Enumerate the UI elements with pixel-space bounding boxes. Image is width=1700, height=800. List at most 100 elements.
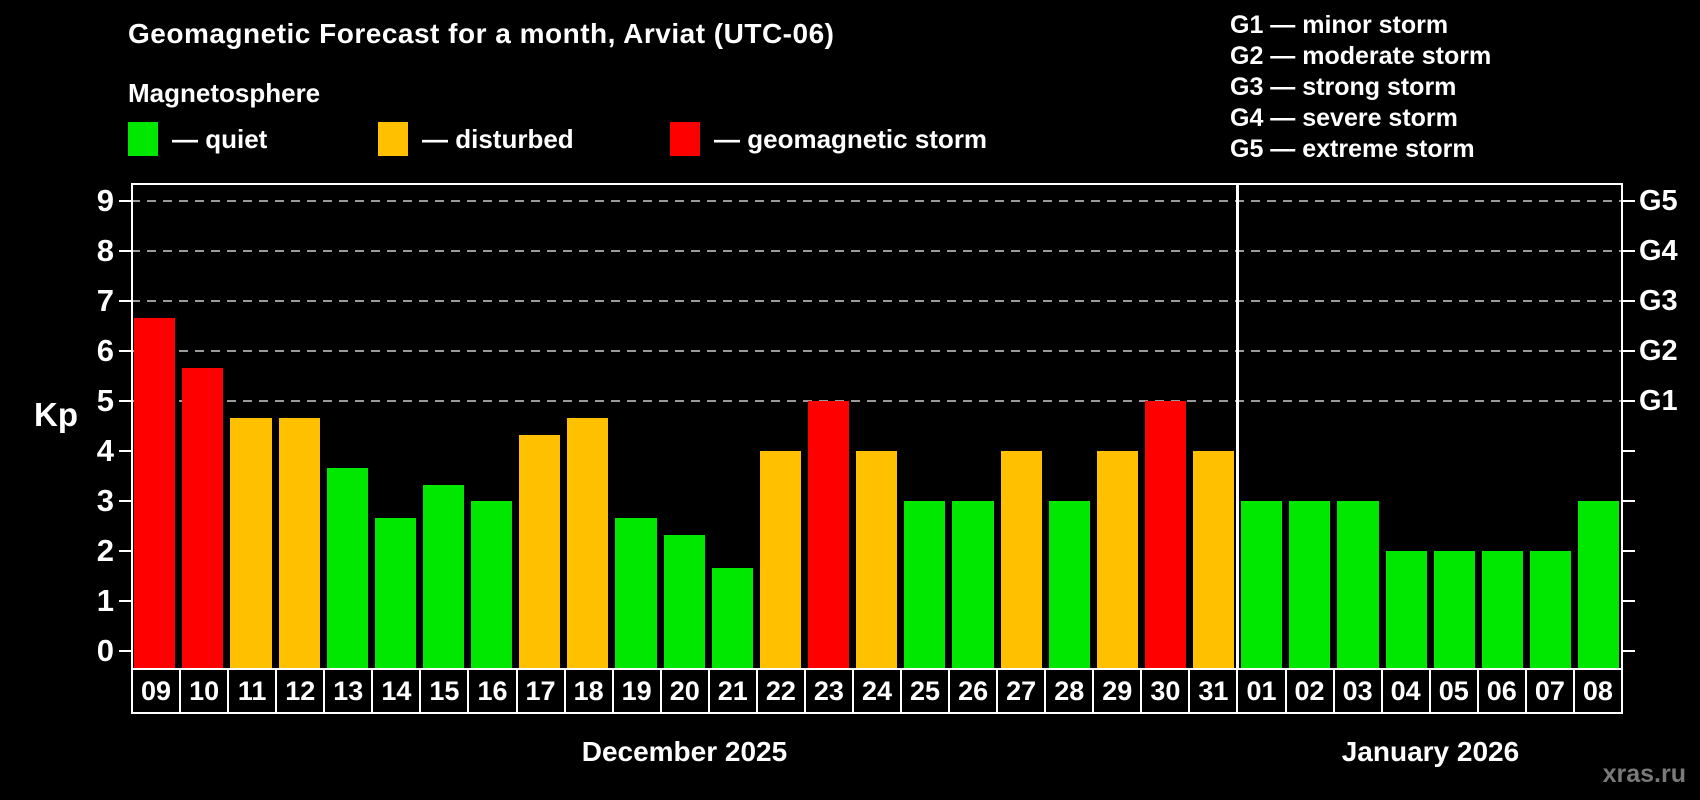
xras-watermark-link[interactable]: xras.ru	[1602, 760, 1686, 788]
legend-item-quiet: — quiet	[128, 122, 267, 156]
gridline-kp-8	[131, 250, 1623, 252]
day-label-28: 28	[1044, 668, 1095, 714]
day-label-12: 12	[275, 668, 326, 714]
plot-border-top	[131, 183, 1623, 185]
page-title: Geomagnetic Forecast for a month, Arviat…	[128, 18, 835, 49]
gridline-kp-6	[131, 350, 1623, 352]
bar-day-24-disturbed	[856, 451, 898, 668]
bar-day-03-quiet	[1337, 501, 1379, 668]
day-label-25: 25	[900, 668, 951, 714]
bar-day-10-storm	[182, 367, 224, 668]
y-tick-label-7: 7	[96, 283, 114, 318]
x-axis-day-labels: 09 10 11 12 13 14 15 16 17 18 19 20 21 22 23 24 25 26 27 28…	[131, 668, 1623, 714]
g-label-G3: G3	[1639, 285, 1678, 317]
right-tick-3	[1623, 500, 1635, 502]
day-label-08: 08	[1572, 668, 1623, 714]
bar-day-29-disturbed	[1096, 451, 1138, 668]
bar-day-19-quiet	[615, 517, 657, 668]
left-tick-8	[119, 250, 131, 252]
y-tick-label-0: 0	[96, 633, 114, 668]
legend-label-quiet: — quiet	[172, 123, 268, 154]
g-legend-line-5: G5 — extreme storm	[1230, 135, 1475, 163]
bar-day-22-disturbed	[759, 451, 801, 668]
quiet-swatch-icon	[128, 122, 158, 156]
day-label-16: 16	[467, 668, 518, 714]
day-label-07: 07	[1524, 668, 1575, 714]
y-tick-label-9: 9	[96, 183, 114, 218]
day-label-21: 21	[707, 668, 758, 714]
bar-day-04-quiet	[1385, 551, 1427, 668]
bar-day-15-quiet	[422, 484, 465, 668]
gridline-kp-5	[131, 400, 1623, 402]
day-label-02: 02	[1284, 668, 1335, 714]
bar-day-27-disturbed	[1000, 451, 1042, 668]
day-label-09: 09	[131, 668, 182, 714]
storm-swatch-icon	[670, 122, 700, 156]
plot-border-left	[131, 183, 133, 668]
left-tick-2	[119, 550, 131, 552]
day-label-14: 14	[371, 668, 422, 714]
left-tick-9	[119, 200, 131, 202]
day-label-15: 15	[419, 668, 470, 714]
month-label-january: January 2026	[1341, 736, 1520, 767]
bar-day-18-disturbed	[567, 417, 609, 668]
g-scale-legend: G1 — minor storm G2 — moderate storm G3 — …	[1230, 10, 1491, 165]
g-legend-line-2: G2 — moderate storm	[1230, 42, 1492, 70]
day-label-10: 10	[179, 668, 230, 714]
g-label-G2: G2	[1639, 335, 1678, 367]
month-label-december: December 2025	[581, 736, 788, 767]
legend-label-disturbed: — disturbed	[422, 123, 574, 154]
magnetosphere-subtitle: Magnetosphere	[128, 78, 321, 108]
day-label-13: 13	[323, 668, 374, 714]
day-label-27: 27	[996, 668, 1047, 714]
bar-day-05-quiet	[1433, 551, 1475, 668]
bar-day-23-storm	[808, 401, 850, 668]
bar-day-08-quiet	[1578, 501, 1620, 668]
g-label-G5: G5	[1639, 185, 1678, 217]
day-label-31: 31	[1188, 668, 1239, 714]
disturbed-swatch-icon	[378, 122, 408, 156]
legend-item-disturbed: — disturbed	[378, 122, 574, 156]
bar-day-11-disturbed	[230, 417, 272, 668]
g-legend-line-3: G3 — strong storm	[1230, 73, 1457, 101]
right-tick-5	[1623, 400, 1635, 402]
bar-day-07-quiet	[1529, 551, 1572, 668]
g-label-G1: G1	[1639, 385, 1678, 417]
right-tick-8	[1623, 250, 1635, 252]
g-legend-line-1: G1 — minor storm	[1230, 11, 1449, 39]
bar-day-06-quiet	[1481, 551, 1523, 668]
bar-day-25-quiet	[904, 501, 946, 668]
y-tick-label-2: 2	[96, 533, 114, 568]
day-label-06: 06	[1476, 668, 1527, 714]
g-legend-line-4: G4 — severe storm	[1230, 104, 1458, 132]
gridline-kp-7	[131, 300, 1623, 302]
right-tick-7	[1623, 300, 1635, 302]
right-tick-9	[1623, 200, 1635, 202]
bar-day-16-quiet	[471, 501, 513, 668]
plot-border-right	[1621, 183, 1623, 668]
bar-day-20-quiet	[663, 534, 705, 668]
y-tick-label-5: 5	[96, 383, 114, 418]
y-tick-label-1: 1	[96, 583, 114, 618]
day-label-26: 26	[948, 668, 999, 714]
gridline-kp-9	[131, 200, 1623, 202]
day-label-17: 17	[515, 668, 566, 714]
day-label-30: 30	[1140, 668, 1191, 714]
bar-day-13-quiet	[326, 467, 368, 668]
day-label-04: 04	[1380, 668, 1431, 714]
day-label-05: 05	[1428, 668, 1479, 714]
day-label-23: 23	[803, 668, 854, 714]
right-tick-0	[1623, 650, 1635, 652]
day-label-01: 01	[1236, 668, 1287, 714]
g-label-G4: G4	[1639, 235, 1678, 267]
right-tick-4	[1623, 450, 1635, 452]
bar-day-28-quiet	[1048, 501, 1090, 668]
left-tick-5	[119, 400, 131, 402]
bar-day-21-quiet	[711, 567, 753, 668]
bar-day-01-quiet	[1241, 501, 1283, 668]
day-label-29: 29	[1092, 668, 1143, 714]
month-divider	[1236, 183, 1240, 668]
day-label-20: 20	[659, 668, 710, 714]
left-tick-6	[119, 350, 131, 352]
